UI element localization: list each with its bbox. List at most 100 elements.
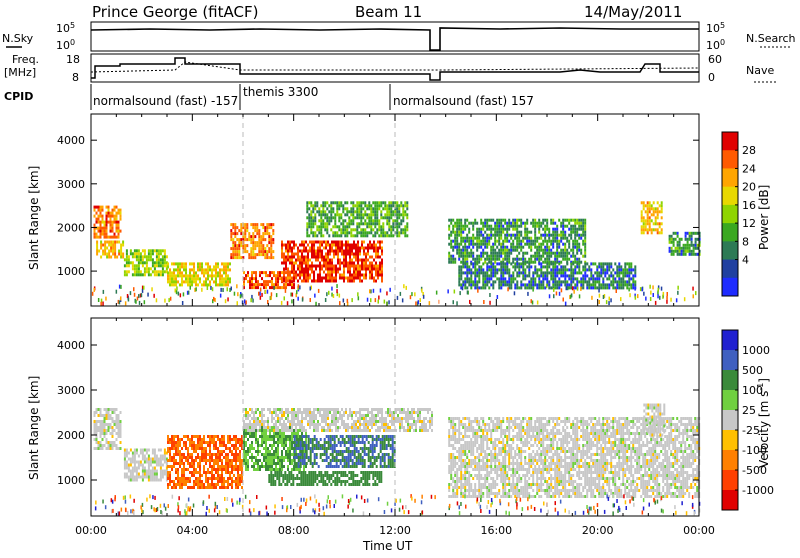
echo-cell (460, 274, 462, 277)
echo-cell (512, 246, 514, 249)
echo-cell (118, 447, 120, 450)
echo-cell (355, 247, 357, 250)
echo-cell (313, 277, 315, 280)
echo-cell (187, 435, 189, 438)
echo-cell (490, 231, 492, 234)
echo-cell (330, 201, 332, 204)
echo-cell (285, 250, 287, 253)
echo-cell (614, 277, 616, 280)
echo-cell (134, 270, 136, 273)
echo-cell (223, 265, 225, 268)
echo-cell (348, 219, 350, 222)
echo-cell (647, 204, 649, 207)
echo-cell (142, 476, 144, 479)
echo-cell (342, 459, 344, 462)
echo-cell (546, 268, 548, 271)
echo-cell (314, 204, 316, 207)
echo-cell (532, 243, 534, 246)
echo-cell (480, 240, 482, 243)
echo-cell (568, 219, 570, 222)
echo-cell (118, 209, 120, 212)
echo-cell (285, 277, 287, 280)
echo-cell (237, 438, 239, 441)
echo-cell (560, 283, 562, 286)
freq-label: Freq. (12, 53, 39, 66)
echo-cell (294, 435, 296, 438)
echo-cell (340, 234, 342, 237)
echo-cell (376, 228, 378, 231)
echo-cell (233, 444, 235, 447)
echo-cell (252, 235, 254, 238)
echo-cell (104, 426, 106, 429)
echo-cell (169, 456, 171, 459)
echo-cell (554, 277, 556, 280)
echo-cell (361, 262, 363, 265)
echo-cell (189, 280, 191, 283)
echo-cell (377, 247, 379, 250)
echo-cell (504, 262, 506, 265)
echo-cell (293, 468, 295, 471)
echo-cell (578, 222, 580, 225)
echo-cell (154, 452, 156, 455)
echo-cell (185, 444, 187, 447)
echo-cell (368, 231, 370, 234)
echo-cell (651, 228, 653, 231)
echo-cell (622, 286, 624, 289)
echo-cell (568, 283, 570, 286)
echo-cell (661, 231, 663, 234)
echo-cell (649, 210, 651, 213)
echo-cell (285, 256, 287, 259)
echo-cell (185, 274, 187, 277)
echo-cell (263, 280, 265, 283)
echo-cell (106, 215, 108, 218)
echo-cell (183, 474, 185, 477)
echo-cell (317, 250, 319, 253)
speckle-cell (336, 284, 338, 288)
echo-cell (253, 277, 255, 280)
echo-cell (647, 210, 649, 213)
echo-cell (470, 243, 472, 246)
echo-cell (402, 213, 404, 216)
echo-cell (378, 219, 380, 222)
echo-cell (244, 238, 246, 241)
echo-cell (448, 255, 450, 258)
echo-cell (396, 222, 398, 225)
echo-cell (248, 253, 250, 256)
echo-cell (604, 262, 606, 265)
echo-cell (136, 264, 138, 267)
echo-cell (370, 210, 372, 213)
echo-cell (482, 283, 484, 286)
speckle-cell (637, 294, 639, 298)
echo-cell (353, 280, 355, 283)
echo-cell (185, 268, 187, 271)
echo-cell (363, 250, 365, 253)
speckle-cell (207, 286, 209, 290)
echo-cell (379, 274, 381, 277)
echo-cell (246, 226, 248, 229)
echo-cell (211, 486, 213, 489)
echo-cell (697, 253, 699, 256)
echo-cell (369, 271, 371, 274)
echo-cell (398, 216, 400, 219)
echo-cell (693, 253, 695, 256)
echo-cell (478, 258, 480, 261)
echo-cell (209, 465, 211, 468)
echo-cell (291, 468, 293, 471)
nsky-label: N.Sky (2, 32, 34, 45)
echo-cell (482, 240, 484, 243)
echo-cell (314, 459, 316, 462)
echo-cell (324, 453, 326, 456)
echo-cell (657, 213, 659, 216)
echo-cell (130, 249, 132, 252)
echo-cell (100, 230, 102, 233)
echo-cell (295, 253, 297, 256)
echo-cell (362, 213, 364, 216)
echo-cell (98, 426, 100, 429)
echo-cell (245, 465, 247, 468)
echo-cell (301, 280, 303, 283)
echo-cell (347, 262, 349, 265)
echo-cell (267, 462, 269, 465)
echo-cell (126, 258, 128, 261)
echo-cell (306, 201, 308, 204)
echo-cell (118, 212, 120, 215)
